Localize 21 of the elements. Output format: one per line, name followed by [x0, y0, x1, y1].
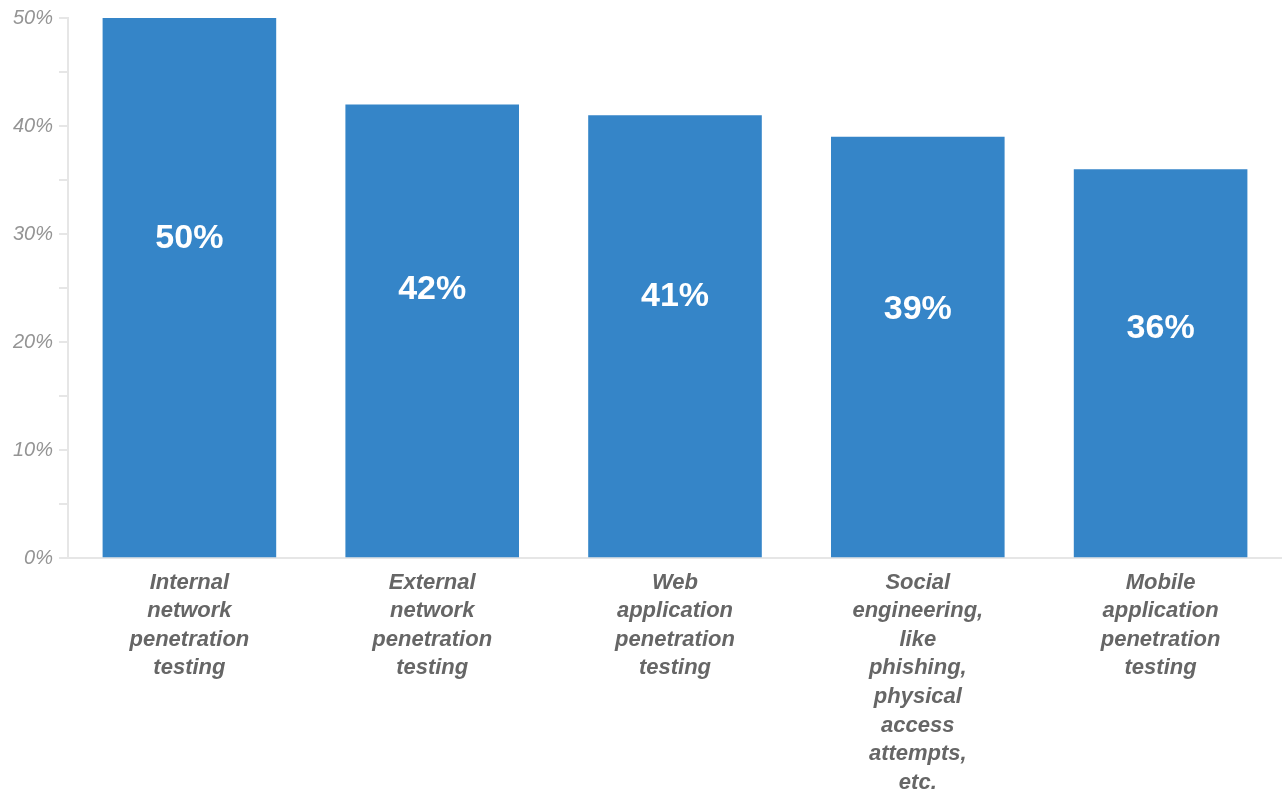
y-tick-label: 0%: [24, 545, 53, 568]
bar: [831, 136, 1005, 558]
y-tick-label: 10%: [12, 437, 53, 460]
x-tick-label: Internal network penetration testing: [128, 568, 250, 680]
data-label: 41%: [640, 274, 710, 313]
y-tick-label: 30%: [12, 221, 53, 244]
y-tick-label: 20%: [11, 329, 53, 352]
y-tick-label: 50%: [12, 5, 53, 28]
data-label: 39%: [883, 287, 952, 326]
bar: [1073, 169, 1248, 558]
bar: [588, 115, 762, 558]
data-label: 36%: [1126, 306, 1195, 345]
data-label: 50%: [155, 217, 224, 256]
bar: [102, 18, 277, 558]
x-tick-label: Social engineering, like phishing, physical access attempts, etc.: [852, 568, 984, 794]
data-label: 42%: [398, 268, 467, 307]
x-tick-label: Mobile application penetration testing: [1099, 568, 1221, 680]
x-tick-label: Web application penetration testing: [614, 568, 735, 680]
bar: [345, 104, 519, 558]
x-tick-label: External network penetration testing: [371, 568, 493, 680]
y-tick-label: 40%: [12, 113, 53, 136]
